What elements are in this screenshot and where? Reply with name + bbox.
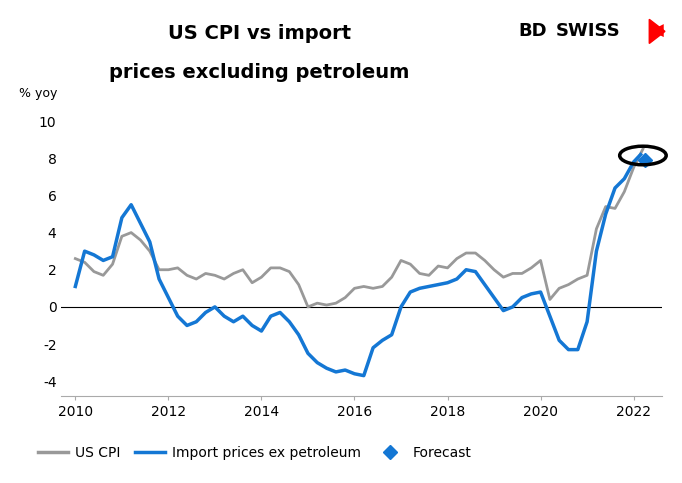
- Text: US CPI vs import: US CPI vs import: [168, 25, 351, 43]
- Text: ◀: ◀: [651, 22, 664, 41]
- Text: SWISS: SWISS: [556, 22, 621, 41]
- Text: % yoy: % yoy: [19, 87, 58, 100]
- Legend: US CPI, Import prices ex petroleum, Forecast: US CPI, Import prices ex petroleum, Fore…: [32, 440, 477, 466]
- Text: BD: BD: [518, 22, 547, 41]
- Text: prices excluding petroleum: prices excluding petroleum: [109, 63, 409, 82]
